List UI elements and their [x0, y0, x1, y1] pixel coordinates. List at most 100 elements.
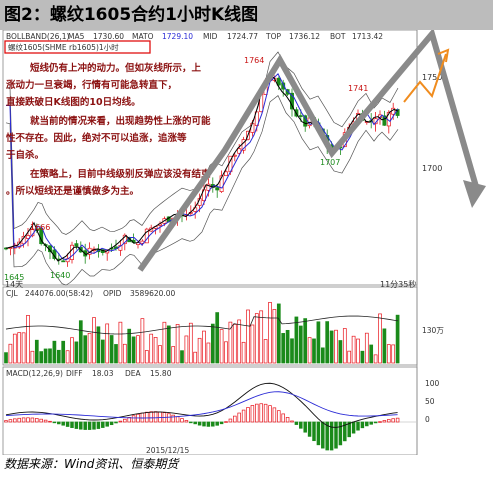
data-source: 数据来源：Wind资讯、恒泰期货 [4, 457, 179, 471]
volume-bar [206, 342, 211, 364]
macd-bar [43, 419, 48, 423]
volume-bar [259, 310, 264, 364]
candle-body [118, 245, 123, 251]
macd-bar [83, 421, 87, 430]
macd-bar [30, 417, 35, 423]
volume-bar [386, 344, 391, 364]
macd-bar [8, 419, 13, 423]
macd-bar [114, 421, 118, 424]
macd-axis-0: 0 [425, 415, 430, 424]
macd-bar [382, 420, 387, 423]
macd-bar [57, 421, 61, 425]
volume-bar [391, 344, 396, 364]
macd-bar [268, 405, 272, 423]
volume-bar [224, 341, 228, 364]
volume-bar [263, 339, 268, 364]
candle-body [224, 171, 228, 177]
macd-label: MACD(12,26,9) [6, 369, 63, 378]
candle-body [26, 235, 30, 239]
cjl-label: CJL [6, 289, 18, 298]
macd-bar [228, 418, 233, 423]
volume-bar [268, 302, 272, 364]
volume-bar [105, 323, 110, 364]
macd-bar [109, 421, 114, 426]
volume-axis-label: 130万 [422, 326, 444, 335]
volume-bar [26, 315, 30, 364]
macd-bar [74, 421, 79, 429]
macd-bar [21, 417, 26, 423]
macd-bar [281, 413, 285, 423]
macd-bar [365, 421, 369, 427]
volume-bar [356, 338, 360, 364]
macd-bar [307, 421, 312, 437]
volume-bar [382, 328, 387, 364]
candle-body [144, 228, 149, 244]
macd-bar [65, 421, 70, 427]
volume-bar [118, 321, 123, 364]
candle-body [237, 148, 242, 154]
macd-bar [92, 421, 96, 430]
volume-bar [83, 335, 88, 364]
macd-histogram [4, 382, 416, 451]
axis-label-1750: 1750 [422, 73, 442, 82]
volume-bar [184, 335, 189, 364]
axis-label-1700: 1700 [422, 164, 442, 173]
price-label-1741: 1741 [348, 84, 368, 93]
volume-bar [131, 336, 136, 364]
volume-bar [373, 354, 378, 364]
volume-bar [180, 350, 184, 364]
volume-bar [193, 351, 198, 364]
macd-bar [35, 418, 39, 423]
figure-title: 图2：螺纹1605合约1小时K线图 [0, 0, 493, 30]
bot-value: 1713.42 [352, 32, 383, 41]
candle-body [17, 241, 22, 248]
volume-bar [100, 339, 105, 364]
macd-bar [26, 417, 30, 423]
macd-bar [48, 420, 52, 423]
macd-bar [140, 412, 145, 423]
volume-bar [17, 332, 22, 364]
macd-bar [329, 421, 334, 451]
macd-bar [70, 421, 74, 428]
macd-bar [255, 403, 259, 423]
macd-bar [285, 417, 290, 423]
macd-bar [351, 421, 356, 434]
candle-body [382, 115, 387, 126]
volume-bar [210, 323, 215, 364]
macd-bar [312, 421, 316, 442]
macd-bar [197, 421, 202, 426]
volume-bar [316, 321, 321, 364]
volume-bar [56, 349, 61, 364]
macd-bar [131, 415, 136, 423]
mid-label: MID [203, 32, 218, 41]
macd-bar [241, 409, 246, 423]
macd-bar [175, 416, 180, 423]
price-label-1707: 1707 [320, 158, 340, 167]
macd-bar [206, 421, 211, 427]
candle-body [281, 82, 286, 90]
ma-value: 1730.60 [93, 32, 124, 41]
top-value: 1736.12 [289, 32, 320, 41]
macd-bar [189, 421, 193, 424]
volume-bar [188, 322, 193, 364]
volume-bar [162, 321, 167, 364]
volume-bar [338, 340, 343, 364]
macd-bar [167, 413, 171, 423]
volume-bar [351, 335, 356, 364]
volume-bar [320, 347, 325, 364]
macd-bar [171, 414, 175, 423]
macd-bar [193, 421, 197, 425]
macd-bar [184, 420, 189, 423]
orange-forecast-path [403, 53, 447, 103]
macd-bar [233, 415, 237, 423]
volume-bar [303, 318, 308, 364]
volume-bar [347, 350, 352, 364]
volume-bar [12, 333, 17, 364]
volume-bar [74, 341, 79, 364]
volume-bar [378, 313, 382, 364]
macd-bar [338, 421, 343, 446]
volume-bar [78, 320, 83, 364]
macd-bar [321, 421, 325, 449]
macd-bar [272, 407, 277, 423]
volume-bar [281, 333, 286, 364]
